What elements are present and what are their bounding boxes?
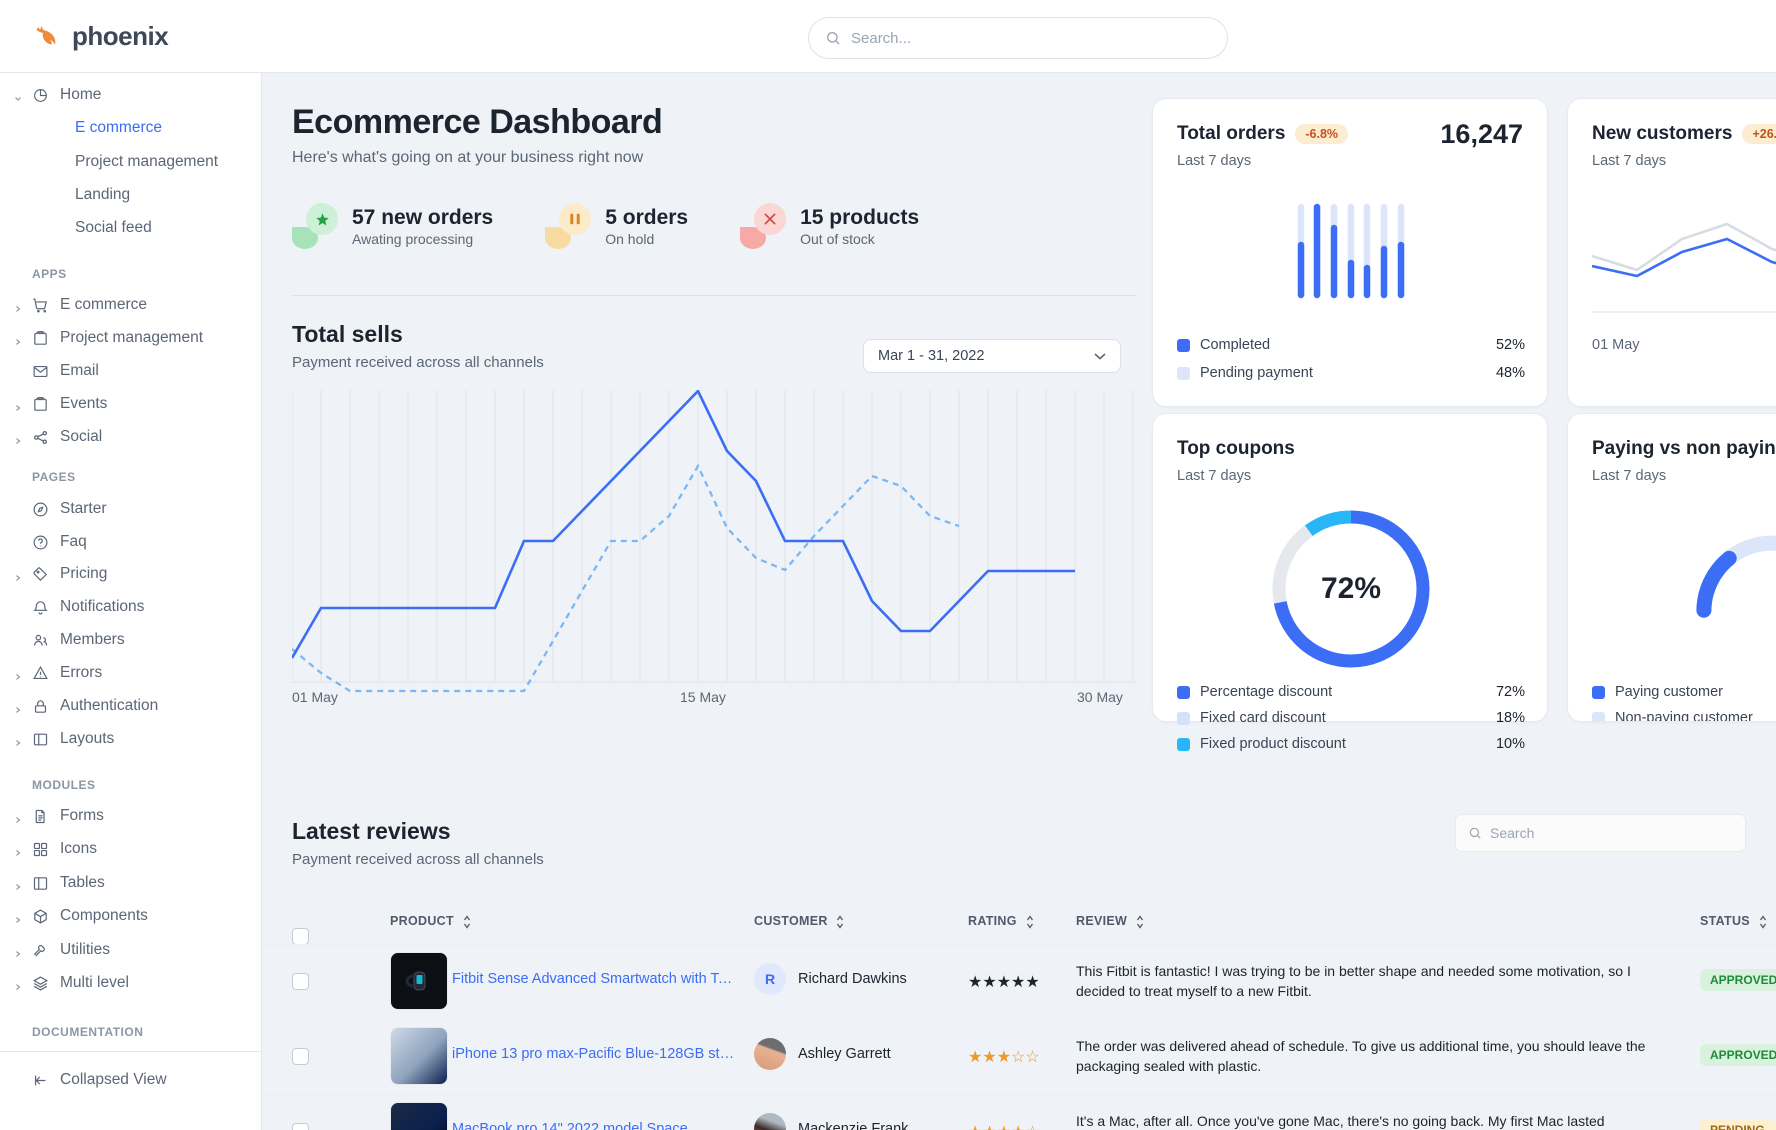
svg-text:15 May: 15 May [680, 689, 726, 705]
svg-text:01 May: 01 May [292, 689, 338, 705]
svg-text:72%: 72% [1321, 572, 1381, 605]
svg-text:30 May: 30 May [1077, 689, 1123, 705]
